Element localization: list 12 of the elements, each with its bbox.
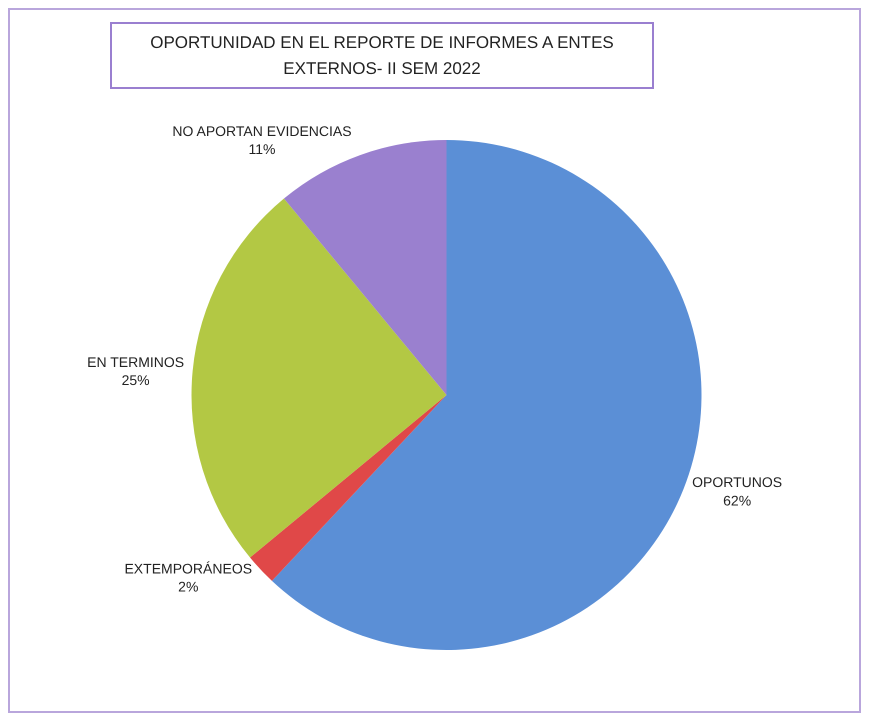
pie-slice <box>192 198 446 558</box>
chart-title: OPORTUNIDAD EN EL REPORTE DE INFORMES A ENTES EXTERNOS- II SEM 2022 <box>110 22 654 89</box>
data-label: 25% <box>122 372 150 388</box>
pie-slice <box>284 140 446 395</box>
data-label: 11% <box>248 141 276 158</box>
data-label: 2% <box>178 578 198 595</box>
data-label: 62% <box>723 492 752 508</box>
slice-label: NO APORTAN EVIDENCIAS <box>172 122 352 139</box>
pie-slice <box>250 395 446 581</box>
slice-label: OPORTUNOS <box>692 474 782 490</box>
slice-label: EXTEMPORÁNEOS <box>124 560 252 576</box>
slice-label: EN TERMINOS <box>87 354 184 370</box>
